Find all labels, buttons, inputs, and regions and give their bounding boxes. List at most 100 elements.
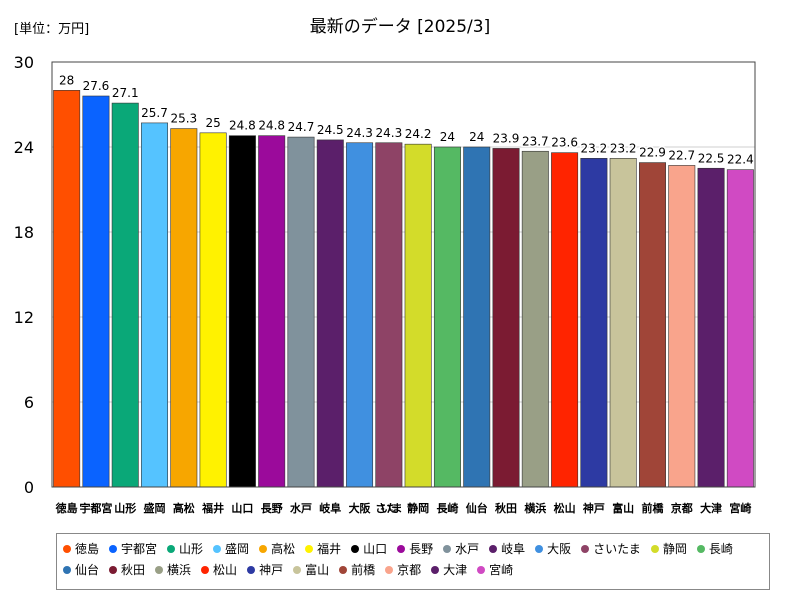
legend-swatch [213, 544, 222, 553]
data-label: 22.4 [727, 153, 754, 167]
legend-label: 静岡 [662, 542, 687, 556]
data-label: 24.3 [346, 126, 373, 140]
legend-item: 富山 [293, 561, 329, 578]
legend-label: 福井 [317, 542, 342, 556]
data-label: 27.1 [112, 86, 139, 100]
unit-label: [単位：万円] [14, 22, 90, 37]
legend-label: 宇都宮 [121, 542, 158, 556]
grid-layer [52, 146, 755, 403]
legend-label: 宮崎 [489, 563, 514, 577]
legend-swatch [155, 565, 164, 574]
bar [346, 142, 374, 488]
data-label: 24.2 [405, 127, 432, 141]
y-tick-label: 12 [14, 308, 34, 327]
legend-swatch [109, 565, 118, 574]
x-tick-label: 長野 [261, 502, 283, 515]
legend-item: 静岡 [650, 540, 687, 557]
legend-item: 山口 [351, 540, 387, 557]
legend-item: 福井 [305, 540, 341, 557]
bar [82, 95, 110, 488]
legend-label: 岐阜 [501, 542, 526, 556]
legend-item: 京都 [385, 561, 421, 578]
x-tick-label: 宮崎 [729, 501, 751, 515]
bar [228, 135, 256, 488]
x-tick-label: 徳島 [55, 501, 78, 515]
legend-swatch [696, 544, 705, 553]
x-tick-label: 大阪 [349, 501, 372, 515]
data-label: 28 [59, 73, 74, 87]
bar [287, 136, 315, 488]
legend-label: 大津 [443, 563, 468, 577]
bar [375, 142, 403, 488]
bar [111, 102, 139, 488]
x-tick-label: 山口 [231, 501, 253, 515]
legend-swatch [305, 544, 314, 553]
x-tick-label: 神戸 [583, 501, 605, 515]
legend-label: 前橋 [351, 563, 376, 577]
legend-label: 徳島 [75, 542, 100, 556]
legend-swatch [650, 544, 659, 553]
legend-swatch [351, 544, 360, 553]
legend-swatch [259, 544, 268, 553]
legend-label: 松山 [213, 563, 238, 577]
data-label: 22.5 [698, 151, 725, 165]
data-label: 23.9 [493, 131, 520, 145]
legend-item: 岐阜 [489, 540, 525, 557]
y-tick-label: 18 [14, 223, 34, 242]
data-label: 23.2 [610, 141, 637, 155]
x-tick-label: 福井 [201, 501, 224, 515]
legend-swatch [339, 565, 348, 574]
x-tick-label: 横浜 [524, 501, 546, 515]
data-label: 24.3 [375, 126, 402, 140]
x-tick-label: 松山 [554, 501, 576, 515]
plot-frame [51, 61, 756, 488]
legend-label: 長崎 [708, 542, 733, 556]
y-tick-label: 0 [24, 478, 34, 497]
data-label: 24.8 [229, 119, 256, 133]
data-label: 24 [469, 130, 484, 144]
y-tick-label: 6 [24, 393, 34, 412]
bar [697, 167, 725, 488]
bar [170, 128, 198, 488]
bar [53, 90, 81, 488]
legend-swatch [397, 544, 406, 553]
x-tick-label: 仙台 [466, 501, 488, 515]
data-label: 22.9 [639, 146, 666, 160]
legend-item: 水戸 [443, 540, 479, 557]
bar [668, 165, 696, 488]
bar [638, 162, 666, 488]
legend-label: 盛岡 [225, 542, 250, 556]
x-tick-label: 高松 [173, 501, 195, 515]
x-tick-label: 秋田 [495, 501, 517, 515]
data-label: 23.2 [581, 141, 608, 155]
x-tick-label: 山形 [114, 501, 136, 515]
bar-chart: 0 6 12 18 24 30 28 徳島 27.6 宇都宮 27.1 山形 25.7 盛岡 25.3 高松 2… [14, 53, 756, 515]
legend-swatch [293, 565, 302, 574]
legend-swatch [581, 544, 590, 553]
labels-layer: 0 6 12 18 24 30 28 徳島 27.6 宇都宮 27.1 山形 25.7 盛岡 25.3 高松 2… [14, 53, 756, 515]
legend-item: 松山 [201, 561, 237, 578]
data-label: 24 [440, 130, 455, 144]
data-label: 22.7 [668, 148, 695, 162]
data-label: 23.6 [551, 136, 578, 150]
legend-swatch [63, 544, 71, 553]
legend-swatch [443, 544, 452, 553]
legend-item: 高松 [259, 540, 295, 557]
x-tick-label: 水戸 [290, 501, 312, 515]
x-tick-label: 富山 [612, 501, 634, 515]
legend-item: 仙台 [63, 561, 99, 578]
y-tick-label: 30 [14, 53, 34, 72]
legend-item: 秋田 [109, 561, 145, 578]
data-label: 23.7 [522, 134, 549, 148]
legend-item: さいたま [581, 540, 641, 557]
legend-item: 宮崎 [477, 561, 513, 578]
legend: 徳島 宇都宮 山形 盛岡 高松 福井 山口 長野 水戸 岐阜 大阪 さいたま 静岡 長崎 仙台 秋田 横浜 松山 神… [56, 533, 770, 590]
x-tick-label: 長崎 [436, 501, 458, 515]
legend-item: 宇都宮 [109, 540, 157, 557]
legend-swatch [535, 544, 544, 553]
x-tick-label: 大津 [700, 501, 722, 515]
legend-label: 仙台 [75, 563, 100, 577]
bar [726, 169, 754, 488]
legend-item: 長野 [397, 540, 433, 557]
legend-label: 秋田 [121, 563, 146, 577]
